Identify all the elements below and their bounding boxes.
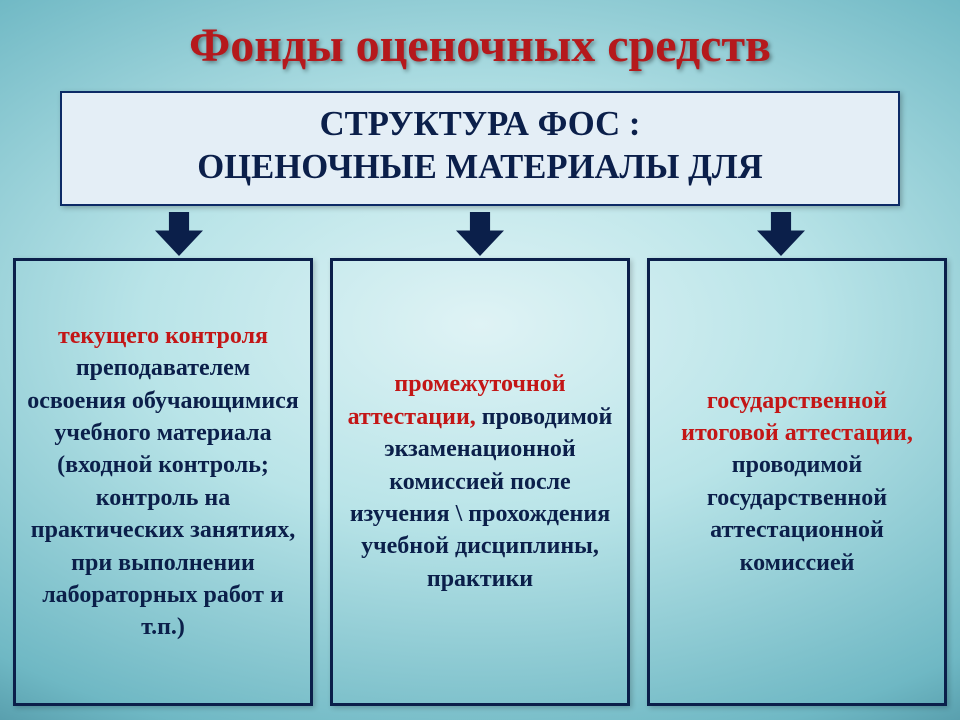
down-arrow-icon	[456, 212, 504, 256]
column-body: проводимой государственной аттестационно…	[707, 452, 887, 575]
column-box-2: промежуточной аттестации, проводимой экз…	[330, 258, 630, 706]
column-body: проводимой экзаменационной комиссией пос…	[350, 404, 613, 592]
arrows-row	[35, 212, 925, 256]
main-title: Фонды оценочных средств	[189, 18, 771, 73]
header-line-2: ОЦЕНОЧНЫЕ МАТЕРИАЛЫ ДЛЯ	[74, 146, 886, 189]
header-line-1: СТРУКТУРА ФОС :	[74, 103, 886, 146]
column-body: преподавателем освоения обучающимися уче…	[27, 355, 299, 640]
columns-row: текущего контроля преподавателем освоени…	[13, 258, 947, 706]
column-box-3: государственной итоговой аттестации, про…	[647, 258, 947, 706]
arrow-1	[155, 212, 203, 256]
header-box: СТРУКТУРА ФОС : ОЦЕНОЧНЫЕ МАТЕРИАЛЫ ДЛЯ	[60, 91, 900, 206]
column-highlight: государственной итоговой аттестации,	[681, 388, 913, 446]
arrow-2	[456, 212, 504, 256]
down-arrow-icon	[757, 212, 805, 256]
arrow-3	[757, 212, 805, 256]
column-highlight: текущего контроля	[58, 323, 268, 349]
down-arrow-icon	[155, 212, 203, 256]
slide-root: Фонды оценочных средств СТРУКТУРА ФОС : …	[0, 0, 960, 720]
column-box-1: текущего контроля преподавателем освоени…	[13, 258, 313, 706]
